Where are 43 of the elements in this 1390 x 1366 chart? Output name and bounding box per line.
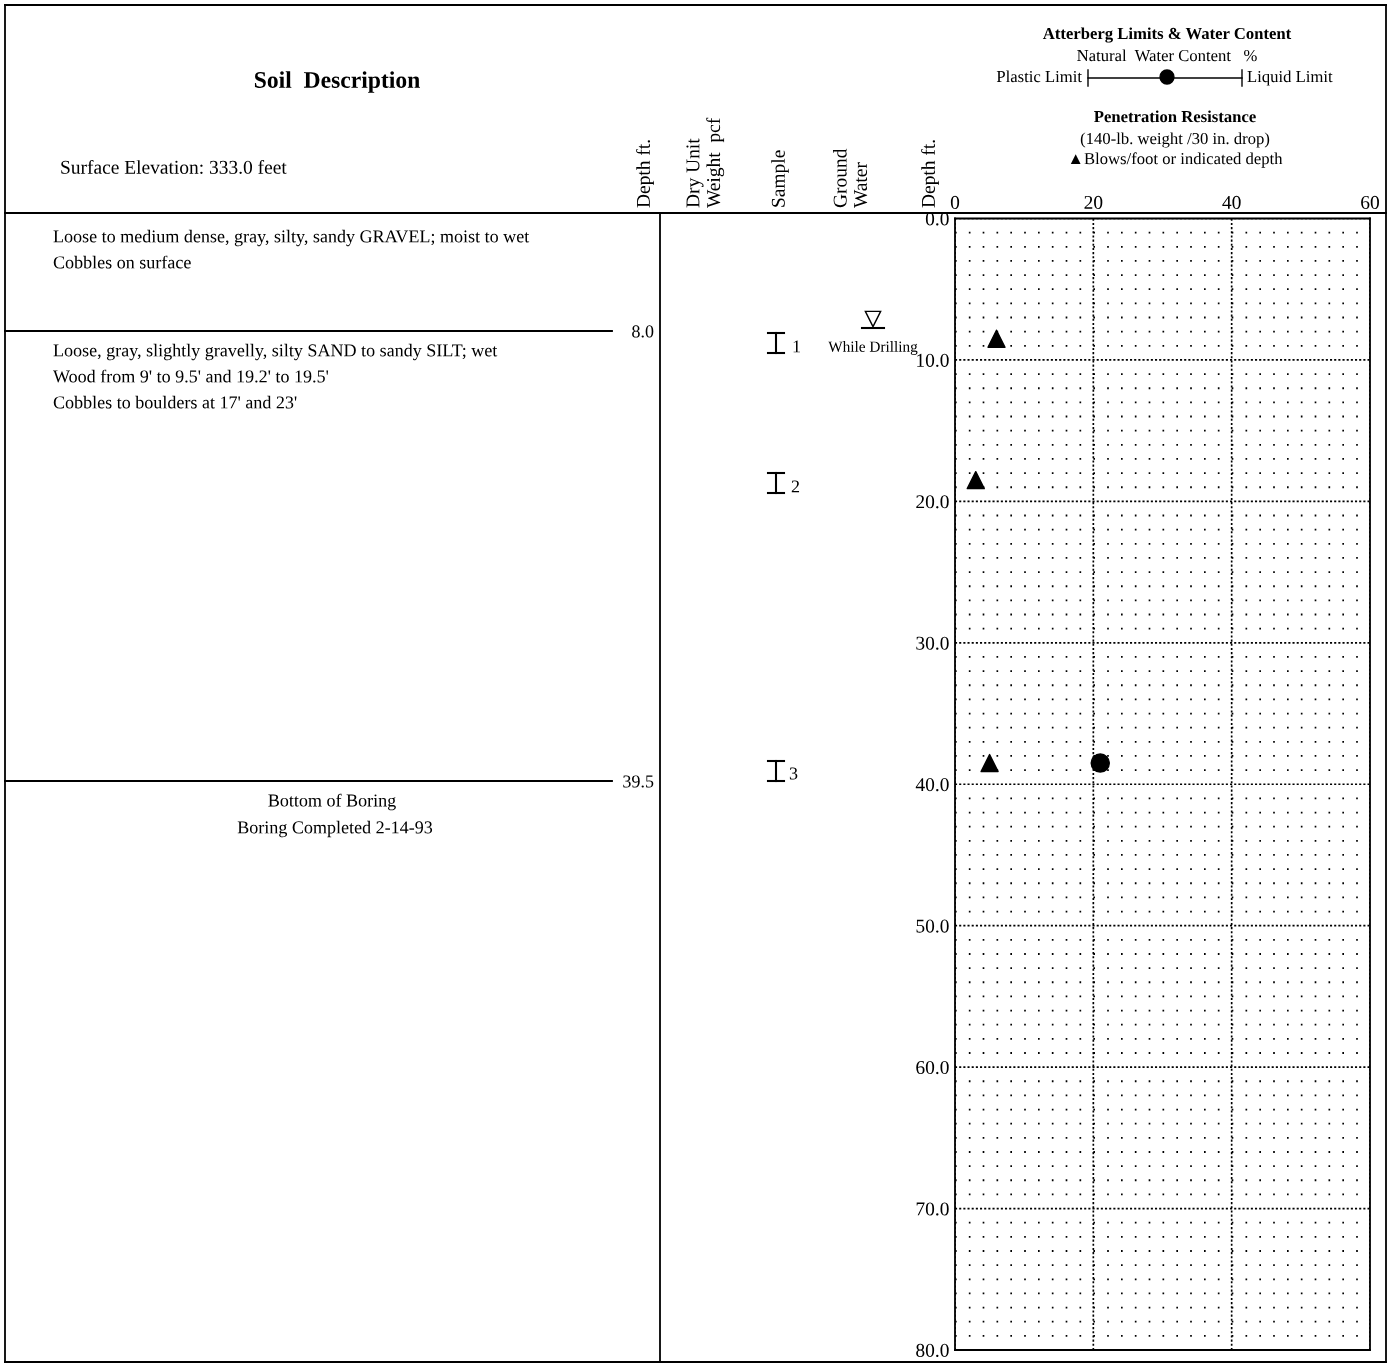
text: Soil Description bbox=[254, 71, 420, 93]
text: Loose, gray, slightly gravelly, silty SAND to sandy SILT; wet bbox=[53, 343, 498, 361]
y-tick-label: 10.0 bbox=[917, 353, 949, 367]
chart-title: Atterberg Limits & Water Content bbox=[1042, 27, 1292, 43]
x-tick-label: 40 bbox=[1222, 195, 1241, 209]
y-axis-title: Depth ft. bbox=[921, 140, 939, 208]
text: Plastic Limit bbox=[996, 70, 1082, 83]
text: Boring Completed 2-14-93 bbox=[237, 820, 433, 838]
text: Loose to medium dense, gray, silty, sandy GRAVEL; moist to wet bbox=[53, 229, 530, 247]
point bbox=[987, 329, 1006, 348]
text: Ground Water bbox=[833, 148, 868, 208]
text: Penetration Resistance bbox=[1094, 110, 1256, 123]
text: While Drilling bbox=[828, 341, 918, 355]
text: Natural Water Content % bbox=[1077, 49, 1257, 62]
y-tick-label: 80.0 bbox=[916, 1343, 949, 1358]
y-tick-label: 30.0 bbox=[916, 636, 949, 650]
x-tick-label: 20 bbox=[1084, 195, 1103, 209]
text: Cobbles to boulders at 17' and 23' bbox=[53, 395, 297, 409]
text: Dry Unit Weight pcf bbox=[686, 117, 725, 208]
text: Depth ft. bbox=[636, 140, 654, 208]
text: (140-lb. weight /30 in. drop) bbox=[1080, 132, 1270, 148]
point bbox=[980, 753, 999, 773]
text: 8.0 bbox=[632, 325, 654, 338]
text: Wood from 9' to 9.5' and 19.2' to 19.5' bbox=[53, 369, 329, 383]
text: 1 bbox=[793, 340, 800, 353]
y-tick-label: 60.0 bbox=[916, 1060, 949, 1075]
y-tick-label: 50.0 bbox=[916, 919, 949, 933]
text: Surface Elevation: 333.0 feet bbox=[61, 159, 287, 174]
x-tick-label: 0 bbox=[950, 195, 960, 209]
point bbox=[966, 470, 985, 490]
x-tick-label: 60 bbox=[1361, 195, 1379, 209]
text: Liquid Limit bbox=[1247, 70, 1333, 86]
text: Sample bbox=[771, 150, 789, 207]
text: 2 bbox=[791, 480, 800, 493]
text: 3 bbox=[789, 767, 798, 780]
y-tick-label: 70.0 bbox=[916, 1202, 949, 1216]
point bbox=[1090, 753, 1110, 773]
y-tick-label: 40.0 bbox=[915, 778, 949, 792]
y-tick-label: 20.0 bbox=[916, 495, 949, 509]
text: 39.5 bbox=[623, 775, 654, 788]
text: Bottom of Boring bbox=[268, 793, 396, 811]
text: ▲Blows/foot or indicated depth bbox=[1070, 152, 1283, 168]
text: Cobbles on surface bbox=[53, 255, 191, 269]
